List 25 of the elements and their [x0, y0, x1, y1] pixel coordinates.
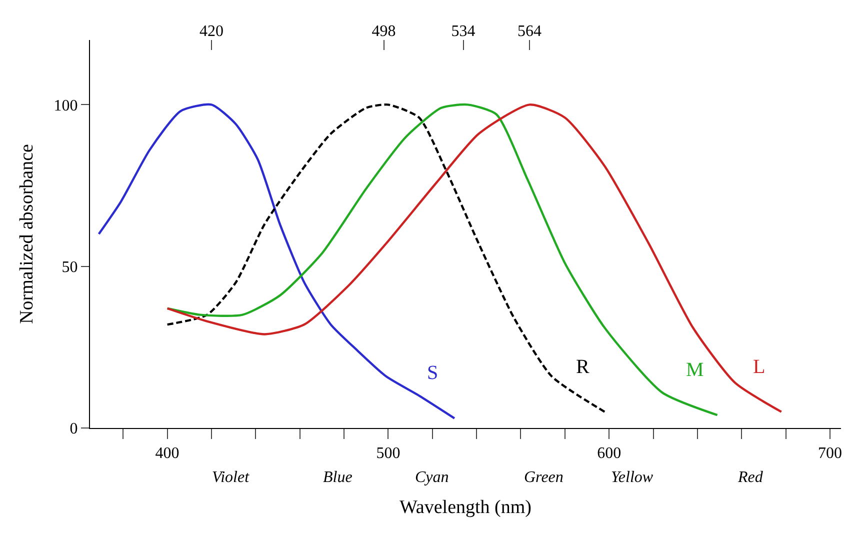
x2-tick-label: 420: [199, 22, 224, 40]
text: Violet: [212, 469, 250, 486]
series-label: L: [753, 356, 766, 378]
x-tick-label: 500: [376, 445, 400, 462]
text: Blue: [323, 469, 352, 486]
y-tick-label: 50: [62, 258, 78, 276]
x-axis-title: Wavelength (nm): [400, 497, 532, 518]
text: Cyan: [415, 469, 449, 486]
series-label: S: [427, 362, 438, 384]
x2-tick-label: 498: [372, 22, 396, 40]
y-axis-title: Normalized absorbance: [16, 144, 38, 324]
x-tick-label: 400: [155, 445, 180, 462]
line-series: [166, 103, 606, 413]
x-tick-label: 700: [818, 445, 842, 462]
series-label: R: [576, 356, 590, 378]
text: Green: [524, 469, 564, 486]
text: Yellow: [611, 469, 654, 486]
y-tick-label: 0: [70, 420, 78, 438]
text: Red: [737, 469, 764, 486]
x-tick-label: 600: [597, 445, 622, 462]
x2-tick-label: 534: [451, 22, 476, 40]
x2-tick-label: 564: [518, 22, 542, 40]
series-label: M: [686, 359, 704, 381]
y-tick-label: 100: [54, 97, 78, 114]
line-series: [98, 104, 456, 420]
